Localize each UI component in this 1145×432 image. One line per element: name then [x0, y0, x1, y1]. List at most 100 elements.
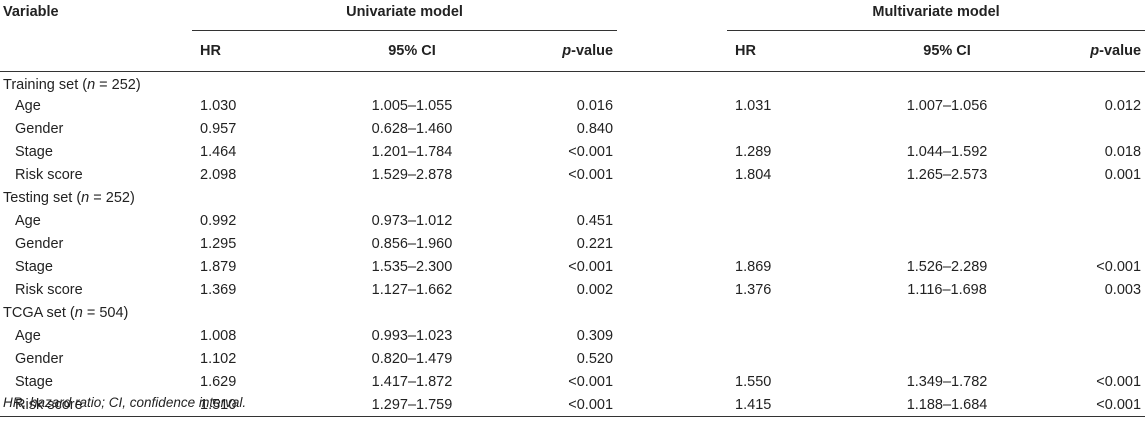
- section-n-value: = 252): [95, 77, 141, 94]
- section-n-label: n: [81, 190, 90, 206]
- spacer-cell: [617, 141, 727, 164]
- univariate-p-cell: <0.001: [568, 374, 614, 390]
- multivariate-p-cell: 0.012: [1104, 98, 1142, 114]
- spacer-cell: [617, 118, 727, 141]
- univariate-ci-cell: 0.856–1.960: [371, 236, 453, 252]
- multivariate-p-cell: <0.001: [1096, 374, 1142, 390]
- univariate-p-cell: 0.520: [576, 351, 614, 367]
- table-body: Training set (n = 252) Age 1.030 1.005–1.05…: [0, 72, 1145, 417]
- variable-cell: Age: [15, 98, 41, 114]
- univariate-ci-cell: 0.973–1.012: [371, 213, 453, 229]
- multivariate-ci-header: 95% CI: [842, 30, 1053, 72]
- multivariate-header: Multivariate model: [727, 4, 1145, 31]
- multivariate-ci-cell: [842, 118, 1052, 141]
- table-row: Gender 1.295 0.856–1.960 0.221: [0, 233, 1145, 256]
- multivariate-p-cell: [1052, 233, 1145, 256]
- table-row: Gender 0.957 0.628–1.460 0.840: [0, 118, 1145, 141]
- univariate-ci-cell: 1.535–2.300: [371, 259, 453, 275]
- variable-cell: Stage: [15, 259, 53, 275]
- section-name: Training set (: [3, 77, 88, 94]
- p-suffix: -value: [571, 43, 614, 59]
- multivariate-ci-cell: [842, 233, 1052, 256]
- spacer-cell: [617, 348, 727, 371]
- cox-regression-table: Variable Univariate model Multivariate m…: [0, 4, 1145, 417]
- univariate-p-cell: 0.451: [576, 213, 614, 229]
- multivariate-ci-cell: [842, 325, 1052, 348]
- variable-cell: Stage: [15, 144, 53, 160]
- multivariate-ci-cell: 1.188–1.684: [842, 393, 1053, 417]
- univariate-hr-cell: 1.030: [200, 98, 237, 114]
- spacer-header: [617, 4, 727, 31]
- multivariate-hr-cell: 1.804: [735, 167, 772, 183]
- multivariate-p-header: p-value: [1052, 30, 1145, 72]
- univariate-ci-cell: 1.529–2.878: [371, 167, 453, 183]
- univariate-ci-cell: 0.628–1.460: [371, 121, 453, 137]
- table-row: Risk score 2.098 1.529–2.878 <0.001 1.804 1.2…: [0, 164, 1145, 187]
- variable-cell: Risk score: [15, 282, 83, 298]
- variable-cell: Gender: [15, 121, 64, 137]
- univariate-p-cell: 0.016: [576, 98, 614, 114]
- multivariate-ci-cell: 1.116–1.698: [907, 282, 987, 298]
- header-row-columns: HR 95% CI p-value HR 95% CI p-value: [0, 30, 1145, 72]
- multivariate-ci-cell: 1.007–1.056: [906, 98, 988, 114]
- multivariate-hr-cell: 1.869: [735, 259, 772, 275]
- multivariate-hr-cell: 1.415: [727, 393, 843, 417]
- spacer-cell: [617, 233, 727, 256]
- section-n-label: n: [87, 77, 96, 94]
- univariate-ci-header: 95% CI: [307, 30, 517, 72]
- multivariate-ci-cell: 1.349–1.782: [906, 374, 988, 390]
- univariate-ci-cell: 1.005–1.055: [371, 98, 453, 114]
- multivariate-hr-cell: 1.376: [735, 282, 772, 298]
- univariate-p-header: p-value: [517, 30, 618, 72]
- univariate-hr-cell: 1.102: [200, 351, 237, 367]
- multivariate-p-cell: [1052, 210, 1145, 233]
- univariate-p-cell: <0.001: [568, 167, 614, 183]
- univariate-ci-cell: 0.993–1.023: [371, 328, 453, 344]
- univariate-ci-cell: 1.201–1.784: [371, 144, 453, 160]
- p-italic: p: [562, 43, 572, 59]
- univariate-hr-cell: 1.295: [200, 236, 237, 252]
- univariate-p-cell: 0.221: [576, 236, 614, 252]
- variable-header: Variable: [3, 4, 59, 20]
- univariate-p-cell: 0.002: [576, 282, 614, 298]
- multivariate-hr-cell: 1.031: [735, 98, 772, 114]
- spacer-header-2: [617, 30, 728, 72]
- univariate-ci-cell: 1.417–1.872: [371, 374, 453, 390]
- multivariate-ci-cell: 1.526–2.289: [906, 259, 988, 275]
- spacer-cell: [617, 164, 727, 187]
- multivariate-ci-cell: [842, 210, 1052, 233]
- multivariate-p-cell: <0.001: [1052, 393, 1145, 417]
- univariate-hr-cell: 1.464: [200, 144, 237, 160]
- multivariate-ci-cell: 1.044–1.592: [906, 144, 988, 160]
- univariate-ci-cell: 0.820–1.479: [371, 351, 453, 367]
- spacer-cell: [617, 371, 727, 394]
- spacer-cell: [617, 279, 727, 302]
- spacer-cell: [617, 95, 727, 118]
- multivariate-p-cell: [1052, 325, 1145, 348]
- spacer-cell: [617, 325, 727, 348]
- table-row: Stage 1.879 1.535–2.300 <0.001 1.869 1.526–2.…: [0, 256, 1145, 279]
- univariate-p-cell: <0.001: [568, 259, 614, 275]
- multivariate-hr-cell: [727, 233, 842, 256]
- variable-cell: Risk score: [0, 393, 192, 417]
- variable-cell: Gender: [15, 236, 64, 252]
- univariate-p-cell: <0.001: [568, 144, 614, 160]
- univariate-hr-cell: 2.098: [200, 167, 237, 183]
- univariate-ci-cell: 1.127–1.662: [371, 282, 453, 298]
- univariate-hr-header: HR: [192, 30, 307, 72]
- section-row: TCGA set (n = 504): [0, 302, 1145, 325]
- multivariate-hr-cell: 1.550: [735, 374, 772, 390]
- spacer-cell: [617, 210, 727, 233]
- section-n-value: = 252): [89, 190, 135, 206]
- multivariate-hr-cell: [727, 325, 842, 348]
- univariate-hr-cell: 1.008: [200, 328, 237, 344]
- table-row: Age 0.992 0.973–1.012 0.451: [0, 210, 1145, 233]
- p-italic: p: [1090, 43, 1100, 59]
- table-row: Stage 1.464 1.201–1.784 <0.001 1.289 1.044–1.…: [0, 141, 1145, 164]
- empty-header: [0, 30, 192, 72]
- variable-cell: Gender: [15, 351, 64, 367]
- multivariate-hr-cell: [727, 210, 842, 233]
- multivariate-p-cell: 0.003: [1104, 282, 1142, 298]
- multivariate-p-cell: 0.018: [1104, 144, 1142, 160]
